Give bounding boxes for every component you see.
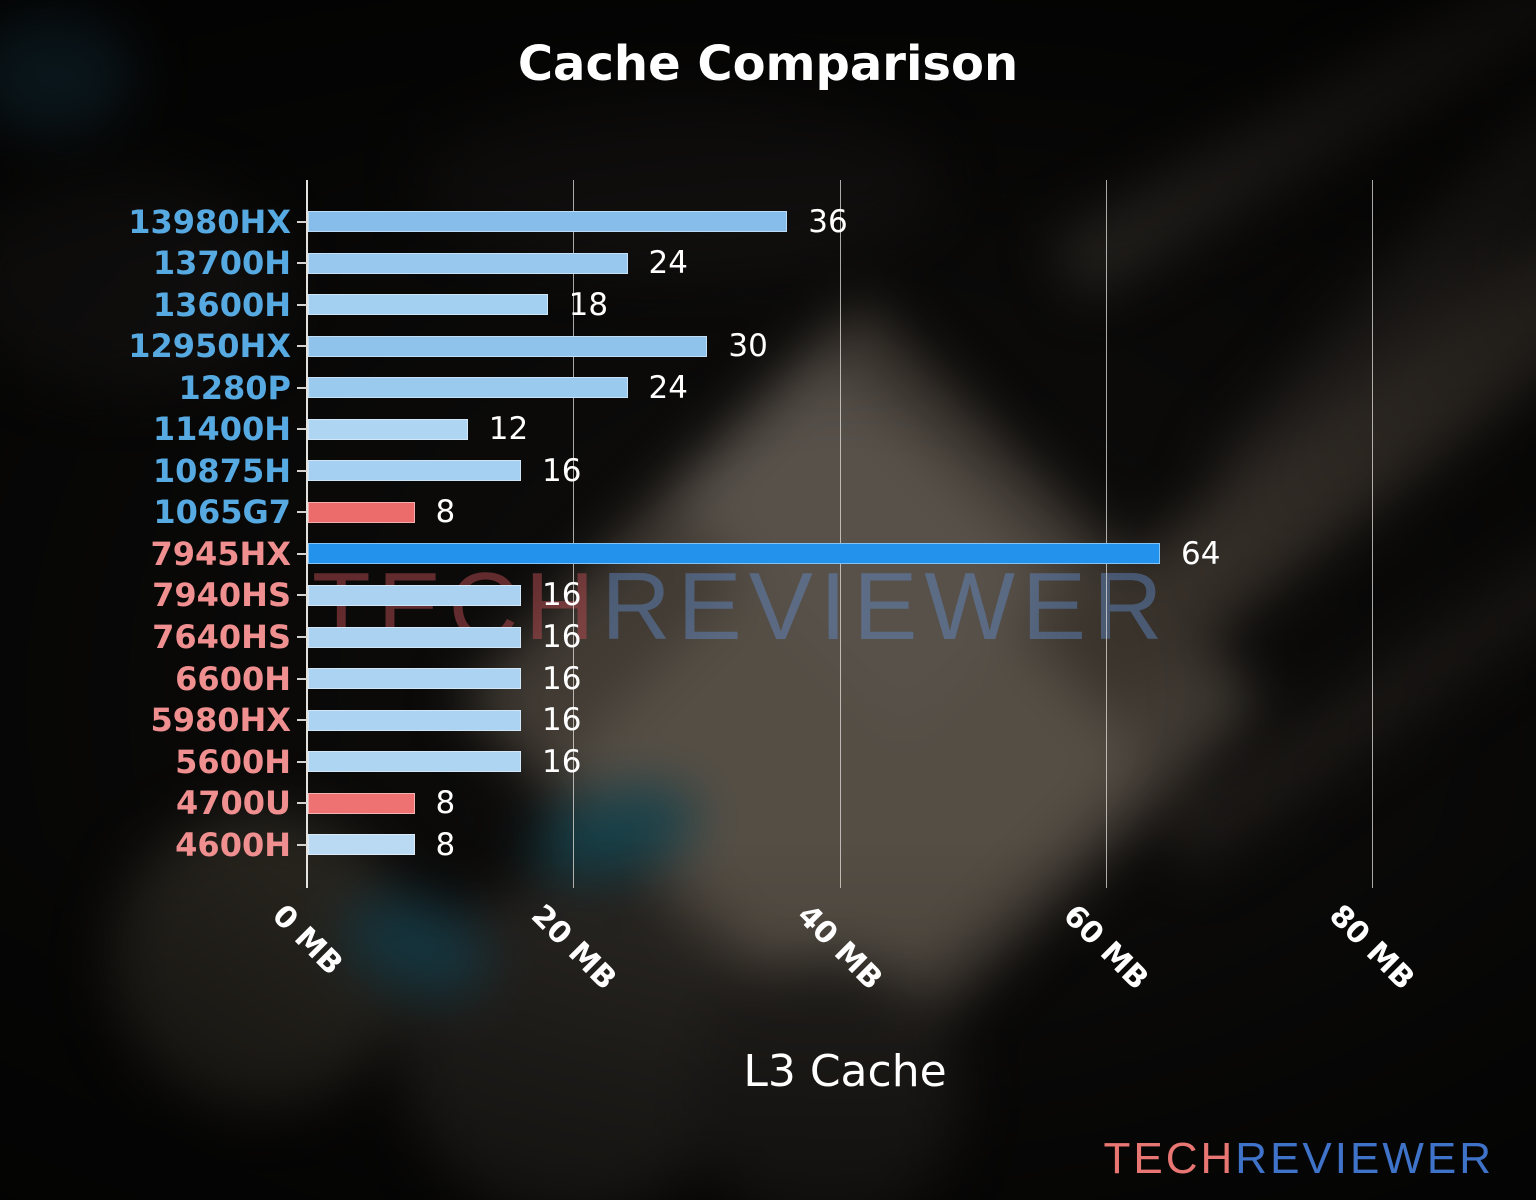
gridline: [839, 180, 841, 888]
gridline: [573, 180, 575, 888]
gridline: [1372, 180, 1373, 888]
bar: [308, 335, 708, 357]
gridline: [1105, 180, 1107, 888]
bar: [308, 709, 521, 731]
x-axis-title: L3 Cache: [743, 1046, 947, 1097]
y-tick-mark: [297, 386, 307, 389]
value-label: 30: [728, 328, 768, 365]
value-label: 24: [648, 369, 688, 406]
category-label: 5980HX: [150, 701, 291, 740]
bar: [308, 751, 521, 773]
y-tick-mark: [297, 262, 307, 265]
value-label: 16: [542, 452, 582, 489]
bar: [308, 501, 415, 523]
chart-title: Cache Comparison: [517, 36, 1019, 92]
bar: [308, 460, 521, 482]
category-label: 7640HS: [152, 618, 291, 656]
y-tick-mark: [297, 636, 307, 638]
category-label: 10875H: [152, 451, 291, 490]
value-label: 16: [542, 660, 582, 697]
category-label: 4700U: [175, 784, 291, 823]
value-label: 18: [568, 286, 609, 323]
y-tick-mark: [297, 719, 307, 722]
x-tick-label: 60 MB: [1056, 898, 1156, 997]
y-tick-mark: [297, 677, 307, 680]
value-label: 8: [435, 785, 456, 822]
category-label: 12950HX: [128, 327, 291, 366]
category-label: 1065G7: [153, 493, 291, 532]
category-label: 13600H: [152, 285, 291, 324]
x-tick-label: 0 MB: [264, 898, 350, 983]
y-tick-mark: [297, 428, 307, 431]
value-label: 16: [542, 743, 582, 780]
value-label: 16: [542, 619, 582, 655]
y-tick-mark: [297, 303, 307, 306]
bar: [308, 377, 628, 399]
bar: [308, 543, 1160, 565]
y-tick-mark: [297, 511, 307, 514]
value-label: 64: [1181, 535, 1221, 572]
y-tick-mark: [297, 843, 307, 846]
site-logo: TECHREVIEWER: [1104, 1134, 1494, 1184]
watermark-reviewer: REVIEWER: [601, 553, 1170, 660]
y-tick-mark: [297, 469, 307, 472]
value-label: 16: [542, 577, 582, 614]
logo-reviewer: REVIEWER: [1235, 1134, 1494, 1183]
value-label: 12: [488, 411, 529, 448]
bar: [308, 252, 628, 274]
y-axis-spine: [306, 180, 308, 888]
x-tick-label: 80 MB: [1322, 898, 1422, 997]
x-tick-label: 40 MB: [790, 898, 889, 997]
value-label: 36: [808, 203, 848, 240]
category-label: 6600H: [175, 659, 291, 698]
category-label: 4600H: [175, 825, 291, 864]
value-label: 16: [542, 702, 582, 739]
bar: [308, 626, 521, 648]
value-label: 8: [435, 826, 456, 863]
bar: [308, 211, 788, 232]
x-tick-label: 20 MB: [523, 898, 623, 997]
y-tick-mark: [297, 594, 307, 597]
category-label: 7945HX: [150, 534, 291, 573]
category-label: 5600H: [175, 742, 291, 781]
bar: [308, 792, 415, 814]
logo-tech: TECH: [1103, 1134, 1236, 1183]
category-label: 13700H: [152, 244, 291, 283]
y-tick-mark: [297, 760, 307, 763]
category-label: 11400H: [152, 410, 291, 449]
bar: [308, 584, 521, 606]
bar: [308, 834, 415, 856]
bar: [308, 668, 521, 690]
category-label: 1280P: [178, 368, 291, 407]
y-tick-mark: [297, 220, 307, 223]
value-label: 8: [435, 494, 456, 531]
y-tick-mark: [297, 552, 307, 555]
category-label: 13980HX: [128, 202, 291, 241]
bar: [308, 294, 548, 316]
bar: [308, 418, 468, 440]
value-label: 24: [648, 245, 688, 282]
y-tick-mark: [297, 345, 307, 348]
category-label: 7940HS: [152, 576, 291, 615]
y-tick-mark: [297, 802, 307, 805]
